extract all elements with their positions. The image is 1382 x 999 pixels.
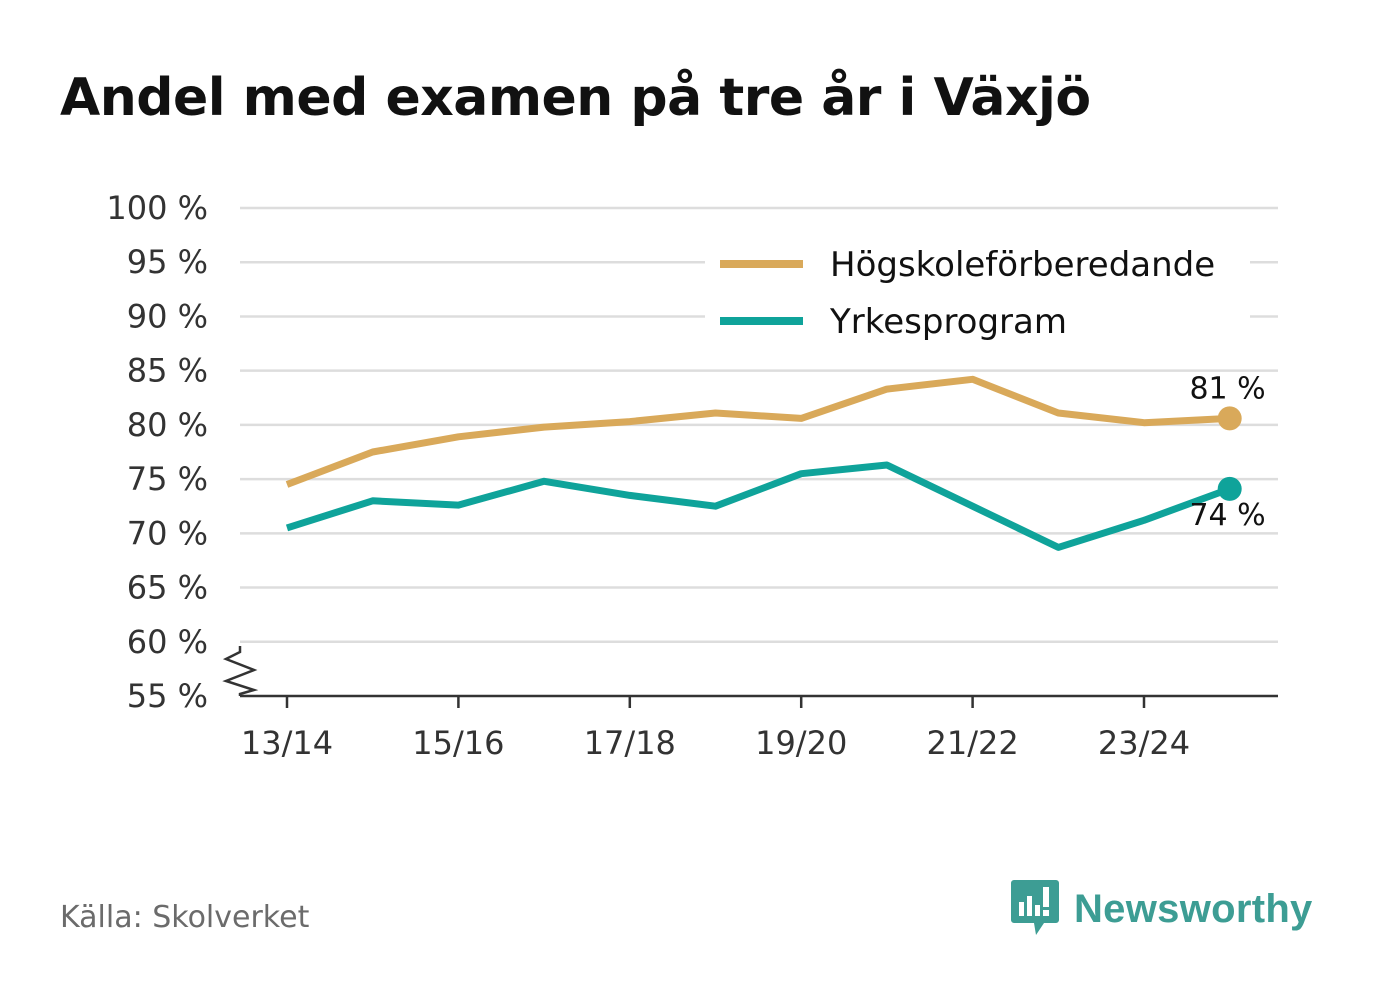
y-tick-label-55: 55 % (127, 677, 208, 715)
series-end-point-2 (1217, 476, 1242, 501)
series-end-point-1 (1217, 406, 1242, 431)
x-tick-label-23/24: 23/24 (1098, 724, 1190, 762)
newsworthy-logo-icon (1011, 880, 1059, 935)
series-end-label-2: 74 % (1189, 498, 1265, 533)
source-note: Källa: Skolverket (60, 900, 310, 935)
x-tick-label-13/14: 13/14 (241, 724, 333, 762)
y-tick-label-60: 60 % (127, 623, 208, 661)
y-tick-label-90: 90 % (127, 297, 208, 335)
y-tick-label-70: 70 % (127, 514, 208, 552)
y-tick-label-95: 95 % (127, 243, 208, 281)
y-tick-label-75: 75 % (127, 460, 208, 498)
legend-label-2: Yrkesprogram (829, 302, 1067, 342)
y-tick-label-100: 100 % (106, 189, 208, 227)
series-line-2 (285, 461, 1231, 551)
x-tick-label-19/20: 19/20 (755, 724, 847, 762)
series-line-1 (285, 375, 1230, 488)
y-tick-label-85: 85 % (127, 352, 208, 390)
series-end-label-1: 81 % (1189, 371, 1265, 406)
brand-name: Newsworthy (1074, 886, 1313, 931)
x-axis-labels: 13/14 15/16 17/18 19/20 21/22 23/24 (241, 724, 1190, 762)
brand-logo: Newsworthy (1010, 878, 1313, 940)
x-tick-label-17/18: 17/18 (584, 724, 676, 762)
y-tick-label-65: 65 % (127, 569, 208, 607)
y-tick-label-80: 80 % (127, 406, 208, 444)
x-tick-label-15/16: 15/16 (412, 724, 504, 762)
axis-break-icon (222, 646, 259, 696)
y-axis-labels: 55 % 60 % 65 % 70 % 75 % 80 % 85 % 90 % 95 % 100 … (106, 189, 208, 715)
x-tick-label-21/22: 21/22 (926, 724, 1018, 762)
legend: Högskoleförberedande Yrkesprogram (705, 236, 1250, 347)
series-lines: 81 % 74 % (285, 371, 1266, 551)
legend-label-1: Högskoleförberedande (830, 245, 1215, 285)
axes (222, 646, 1278, 708)
chart-title: Andel med examen på tre år i Växjö (60, 68, 1091, 128)
